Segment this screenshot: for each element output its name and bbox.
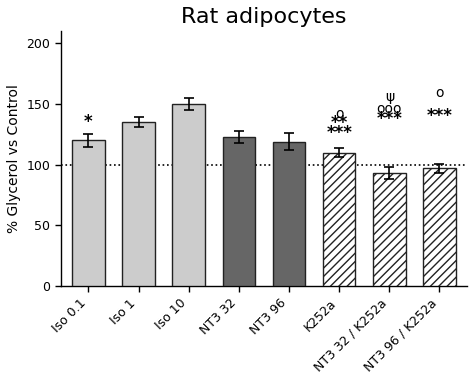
Text: ***: ***	[427, 107, 452, 125]
Bar	[72, 141, 105, 286]
Y-axis label: % Glycerol vs Control: % Glycerol vs Control	[7, 84, 21, 233]
Bar	[373, 173, 406, 286]
Text: **: **	[330, 114, 348, 132]
Text: ψ: ψ	[385, 90, 394, 104]
Bar	[423, 168, 456, 286]
Text: *: *	[84, 113, 93, 131]
Text: ***: ***	[326, 124, 352, 142]
Bar	[323, 153, 356, 286]
Bar	[122, 122, 155, 286]
Text: ***: ***	[376, 110, 402, 128]
Bar	[173, 104, 205, 286]
Title: Rat adipocytes: Rat adipocytes	[181, 7, 346, 27]
Bar	[223, 137, 255, 286]
Text: o: o	[335, 107, 343, 121]
Bar	[273, 142, 305, 286]
Text: o: o	[435, 86, 444, 101]
Text: ooo: ooo	[376, 102, 402, 116]
